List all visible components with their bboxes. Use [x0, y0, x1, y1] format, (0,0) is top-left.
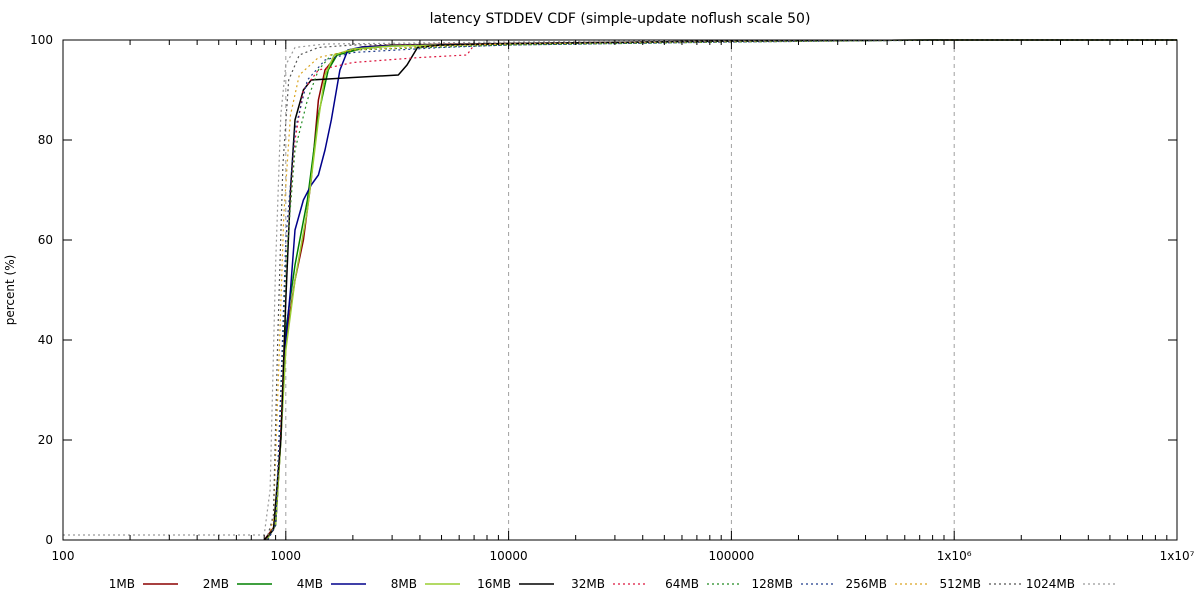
legend-label-16mb: 16MB: [477, 577, 511, 591]
y-tick-label: 40: [38, 333, 53, 347]
y-tick-label: 0: [45, 533, 53, 547]
y-tick-label: 100: [30, 33, 53, 47]
series-line-4mb: [265, 39, 1177, 541]
legend-label-2mb: 2MB: [203, 577, 229, 591]
legend-label-64mb: 64MB: [665, 577, 699, 591]
series-line-1024mb: [63, 39, 1177, 536]
legend-label-8mb: 8MB: [391, 577, 417, 591]
series-layer: [63, 39, 1177, 541]
legend-label-1mb: 1MB: [109, 577, 135, 591]
x-tick-label: 100: [52, 549, 75, 563]
x-tick-label: 10000: [490, 549, 528, 563]
series-line-512mb: [266, 39, 1177, 541]
x-tick-label: 1x10⁶: [937, 549, 972, 563]
series-line-2mb: [265, 39, 1177, 541]
y-tick-label: 60: [38, 233, 53, 247]
x-tick-label: 1000: [271, 549, 302, 563]
series-line-64mb: [267, 39, 1177, 541]
legend-label-128mb: 128MB: [752, 577, 794, 591]
series-line-8mb: [265, 39, 1177, 541]
series-line-256mb: [266, 39, 1177, 541]
chart-title: latency STDDEV CDF (simple-update noflus…: [430, 11, 811, 27]
series-line-32mb: [267, 39, 1177, 541]
legend-label-4mb: 4MB: [297, 577, 323, 591]
legend: 1MB 2MB 4MB 8MB 16MB 32MB 64MB 128MB 256MB 512MB 1…: [109, 577, 1118, 591]
series-line-128mb: [267, 39, 1177, 541]
x-tick-label: 1x10⁷: [1160, 549, 1195, 563]
y-tick-label: 80: [38, 133, 53, 147]
ticks-layer: 100 1000 10000 100000 1x10⁶ 1x10⁷ 0 20 40 60 80 100: [30, 33, 1194, 563]
legend-label-32mb: 32MB: [571, 577, 605, 591]
x-tick-label: 100000: [708, 549, 754, 563]
series-line-1mb: [263, 39, 1177, 541]
legend-label-256mb: 256MB: [846, 577, 888, 591]
grid-layer: [285, 40, 955, 540]
plot-frame: [62, 39, 1178, 541]
legend-label-1024mb: 1024MB: [1026, 577, 1075, 591]
y-tick-label: 20: [38, 433, 53, 447]
y-axis-label: percent (%): [3, 255, 17, 326]
legend-label-512mb: 512MB: [940, 577, 982, 591]
series-line-16mb: [263, 39, 1177, 541]
